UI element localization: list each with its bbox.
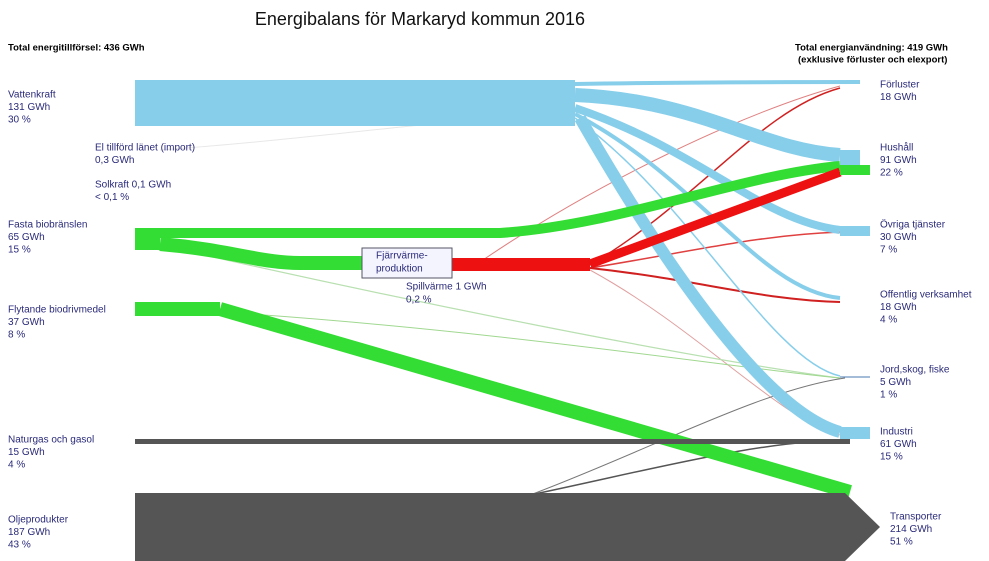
flow: [589, 231, 841, 269]
source-amount: 131 GWh: [8, 102, 50, 113]
flow: [574, 117, 841, 377]
sink-amount: 18 GWh: [880, 302, 917, 313]
source-amount: 15 GWh: [8, 447, 45, 458]
sink-amount: 214 GWh: [890, 524, 932, 535]
waste-heat: Spillvärme 1 GWh: [406, 282, 487, 293]
flow: [159, 244, 841, 379]
source-name: Flytande biodrivmedel: [8, 305, 106, 316]
flow: [529, 377, 846, 496]
source-amount: 37 GWh: [8, 317, 45, 328]
waste-heat-share: 0,2 %: [406, 295, 432, 306]
flows: [135, 80, 880, 561]
sink-share: 7 %: [880, 245, 897, 256]
left-header: Total energitillförsel: 436 GWh: [8, 43, 145, 54]
conversion-label: Fjärrvärme-: [376, 251, 428, 262]
source-share: 30 %: [8, 115, 31, 126]
flow: [574, 88, 841, 162]
source-name: Fasta biobränslen: [8, 220, 88, 231]
sink-amount: 30 GWh: [880, 232, 917, 243]
sink-name: Jord,skog, fiske: [880, 365, 950, 376]
flow-olja: [135, 493, 880, 561]
sink-head: [840, 427, 870, 439]
source-share: < 0,1 %: [95, 192, 129, 203]
sink-amount: 5 GWh: [880, 377, 911, 388]
source-share: 8 %: [8, 330, 25, 341]
flow: [574, 80, 861, 86]
sink-name: Industri: [880, 427, 913, 438]
source-name: Oljeprodukter: [8, 515, 69, 526]
right-header: (exklusive förluster och elexport): [798, 55, 947, 66]
sink-name: Förluster: [880, 80, 920, 91]
source-amount: 187 GWh: [8, 527, 50, 538]
source-name: Solkraft 0,1 GWh: [95, 180, 171, 191]
title: Energibalans för Markaryd kommun 2016: [255, 9, 585, 29]
flow-fasta: [135, 228, 160, 250]
flow: [159, 237, 362, 270]
source-amount: 0,3 GWh: [95, 155, 134, 166]
right-header: Total energianvändning: 419 GWh: [795, 43, 948, 54]
sink-name: Övriga tjänster: [880, 219, 946, 231]
sink-share: 22 %: [880, 168, 903, 179]
flow-flytande: [135, 302, 220, 316]
flow: [219, 311, 841, 379]
source-share: 43 %: [8, 540, 31, 551]
sink-name: Hushåll: [880, 142, 913, 154]
flow-naturgas: [135, 439, 850, 444]
sink-amount: 61 GWh: [880, 439, 917, 450]
source-name: Naturgas och gasol: [8, 435, 94, 446]
sink-head: [840, 165, 870, 175]
sink-amount: 18 GWh: [880, 92, 917, 103]
source-name: El tillförd länet (import): [95, 143, 195, 154]
conversion-box: [361, 247, 453, 279]
source-share: 4 %: [8, 460, 25, 471]
flow: [589, 87, 841, 266]
flow: [588, 167, 842, 269]
sink-share: 51 %: [890, 537, 913, 548]
flow: [589, 267, 841, 303]
flow: [160, 161, 841, 238]
flow-vattenkraft: [135, 80, 575, 126]
sink-share: 4 %: [880, 315, 897, 326]
flow: [574, 112, 841, 300]
sink-head: [840, 226, 870, 236]
flow: [574, 115, 842, 438]
flow-fjarrvarme: [452, 258, 590, 271]
sink-amount: 91 GWh: [880, 155, 917, 166]
sink-name: Transporter: [890, 512, 942, 523]
source-amount: 65 GWh: [8, 232, 45, 243]
conversion-label: produktion: [376, 264, 423, 275]
source-share: 15 %: [8, 245, 31, 256]
flow: [573, 104, 841, 234]
sink-share: 15 %: [880, 452, 903, 463]
sink-name: Offentlig verksamhet: [880, 290, 972, 301]
source-name: Vattenkraft: [8, 90, 56, 101]
flow: [218, 302, 852, 499]
sink-share: 1 %: [880, 390, 897, 401]
